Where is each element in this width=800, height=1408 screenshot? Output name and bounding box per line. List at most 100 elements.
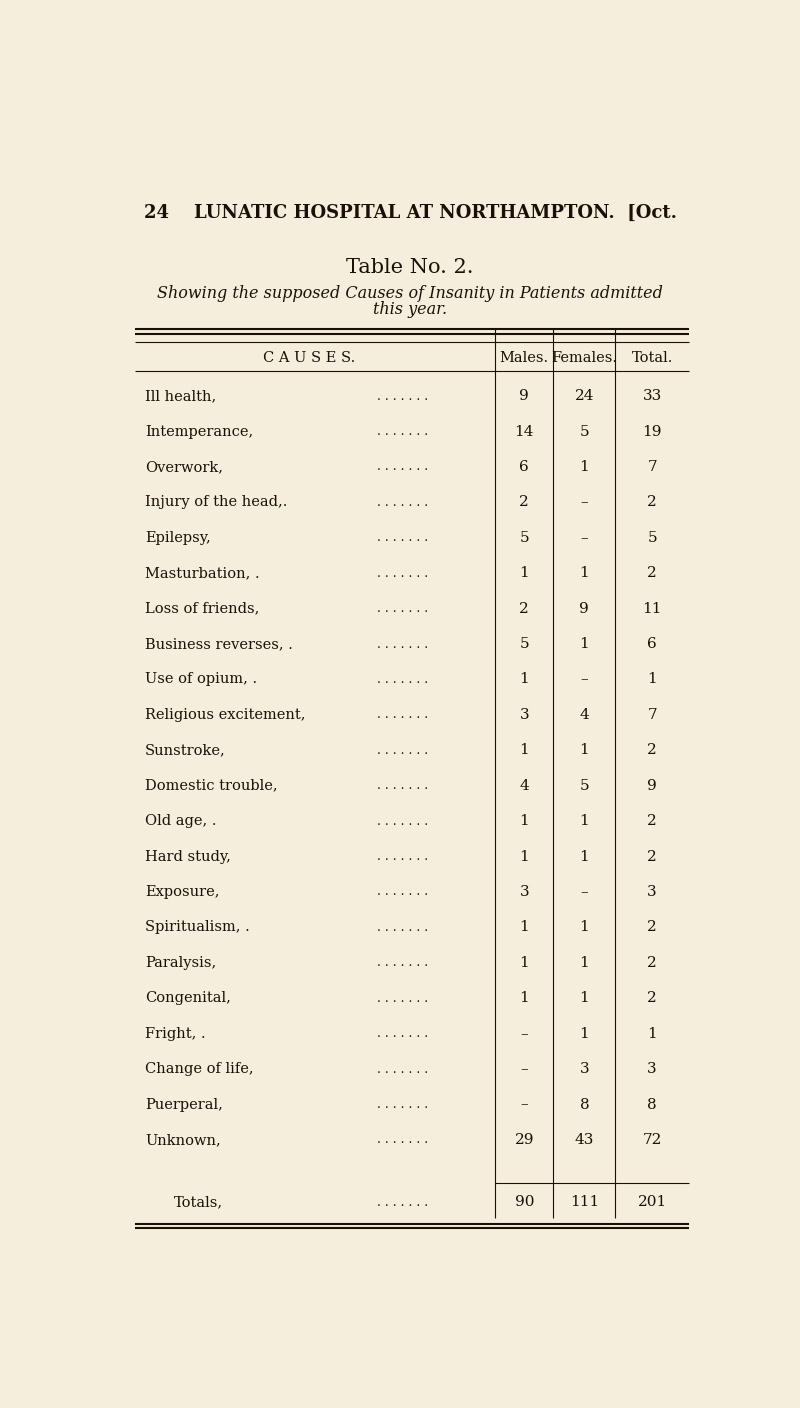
Text: 4: 4 (519, 779, 529, 793)
Text: 111: 111 (570, 1195, 599, 1209)
Text: Totals,: Totals, (174, 1195, 222, 1209)
Text: 1: 1 (519, 991, 529, 1005)
Text: 6: 6 (519, 460, 529, 474)
Text: 1: 1 (519, 743, 529, 758)
Text: 1: 1 (579, 566, 590, 580)
Text: 1: 1 (519, 814, 529, 828)
Text: . . . . . . .: . . . . . . . (377, 1133, 428, 1146)
Text: 11: 11 (642, 601, 662, 615)
Text: 8: 8 (579, 1097, 589, 1111)
Text: . . . . . . .: . . . . . . . (377, 779, 428, 793)
Text: 5: 5 (519, 636, 529, 650)
Text: Unknown,: Unknown, (145, 1133, 221, 1148)
Text: Total.: Total. (631, 352, 673, 366)
Text: Spiritualism, .: Spiritualism, . (145, 921, 250, 935)
Text: Females.: Females. (551, 352, 618, 366)
Text: 2: 2 (647, 921, 657, 935)
Text: 3: 3 (647, 886, 657, 898)
Text: 9: 9 (519, 389, 529, 403)
Text: 2: 2 (647, 566, 657, 580)
Text: 1: 1 (579, 956, 590, 970)
Text: 1: 1 (579, 814, 590, 828)
Text: . . . . . . .: . . . . . . . (377, 638, 428, 650)
Text: Business reverses, .: Business reverses, . (145, 636, 293, 650)
Text: 1: 1 (579, 460, 590, 474)
Text: Loss of friends,: Loss of friends, (145, 601, 259, 615)
Text: 2: 2 (519, 496, 529, 510)
Text: 29: 29 (514, 1133, 534, 1148)
Text: 1: 1 (519, 956, 529, 970)
Text: . . . . . . .: . . . . . . . (377, 743, 428, 758)
Text: Use of opium, .: Use of opium, . (145, 673, 257, 687)
Text: Overwork,: Overwork, (145, 460, 223, 474)
Text: 14: 14 (514, 425, 534, 438)
Text: . . . . . . .: . . . . . . . (377, 921, 428, 934)
Text: 2: 2 (647, 496, 657, 510)
Text: 3: 3 (647, 1062, 657, 1076)
Text: Religious excitement,: Religious excitement, (145, 708, 306, 722)
Text: 24    LUNATIC HOSPITAL AT NORTHAMPTON.  [Oct.: 24 LUNATIC HOSPITAL AT NORTHAMPTON. [Oct… (143, 204, 677, 222)
Text: Epilepsy,: Epilepsy, (145, 531, 210, 545)
Text: . . . . . . .: . . . . . . . (377, 390, 428, 403)
Text: 201: 201 (638, 1195, 667, 1209)
Text: 1: 1 (519, 566, 529, 580)
Text: Congenital,: Congenital, (145, 991, 231, 1005)
Text: 72: 72 (642, 1133, 662, 1148)
Text: –: – (521, 1026, 528, 1041)
Text: . . . . . . .: . . . . . . . (377, 956, 428, 969)
Text: Domestic trouble,: Domestic trouble, (145, 779, 278, 793)
Text: 2: 2 (647, 991, 657, 1005)
Text: 33: 33 (642, 389, 662, 403)
Text: 3: 3 (579, 1062, 589, 1076)
Text: –: – (581, 886, 588, 898)
Text: 24: 24 (574, 389, 594, 403)
Text: . . . . . . .: . . . . . . . (377, 1195, 428, 1209)
Text: 9: 9 (647, 779, 657, 793)
Text: 8: 8 (647, 1097, 657, 1111)
Text: 1: 1 (519, 673, 529, 687)
Text: 2: 2 (647, 956, 657, 970)
Text: 1: 1 (647, 1026, 657, 1041)
Text: . . . . . . .: . . . . . . . (377, 991, 428, 1005)
Text: . . . . . . .: . . . . . . . (377, 603, 428, 615)
Text: 1: 1 (579, 921, 590, 935)
Text: . . . . . . .: . . . . . . . (377, 886, 428, 898)
Text: Paralysis,: Paralysis, (145, 956, 216, 970)
Text: 7: 7 (647, 460, 657, 474)
Text: 1: 1 (579, 743, 590, 758)
Text: . . . . . . .: . . . . . . . (377, 1063, 428, 1076)
Text: 1: 1 (579, 1026, 590, 1041)
Text: 90: 90 (514, 1195, 534, 1209)
Text: 1: 1 (647, 673, 657, 687)
Text: 2: 2 (647, 743, 657, 758)
Text: 9: 9 (579, 601, 590, 615)
Text: 19: 19 (642, 425, 662, 438)
Text: –: – (581, 531, 588, 545)
Text: 2: 2 (647, 814, 657, 828)
Text: . . . . . . .: . . . . . . . (377, 496, 428, 508)
Text: –: – (521, 1097, 528, 1111)
Text: Old age, .: Old age, . (145, 814, 217, 828)
Text: Showing the supposed Causes of Insanity in Patients admitted: Showing the supposed Causes of Insanity … (157, 286, 663, 303)
Text: . . . . . . .: . . . . . . . (377, 1098, 428, 1111)
Text: this year.: this year. (373, 301, 447, 318)
Text: . . . . . . .: . . . . . . . (377, 1028, 428, 1041)
Text: 1: 1 (519, 921, 529, 935)
Text: 3: 3 (519, 708, 529, 722)
Text: . . . . . . .: . . . . . . . (377, 531, 428, 545)
Text: 1: 1 (579, 636, 590, 650)
Text: Exposure,: Exposure, (145, 886, 219, 898)
Text: Table No. 2.: Table No. 2. (346, 258, 474, 277)
Text: . . . . . . .: . . . . . . . (377, 566, 428, 580)
Text: –: – (581, 496, 588, 510)
Text: 2: 2 (519, 601, 529, 615)
Text: 3: 3 (519, 886, 529, 898)
Text: Change of life,: Change of life, (145, 1062, 254, 1076)
Text: 5: 5 (519, 531, 529, 545)
Text: Hard study,: Hard study, (145, 849, 231, 863)
Text: Fright, .: Fright, . (145, 1026, 206, 1041)
Text: . . . . . . .: . . . . . . . (377, 673, 428, 686)
Text: Intemperance,: Intemperance, (145, 425, 253, 438)
Text: . . . . . . .: . . . . . . . (377, 815, 428, 828)
Text: . . . . . . .: . . . . . . . (377, 425, 428, 438)
